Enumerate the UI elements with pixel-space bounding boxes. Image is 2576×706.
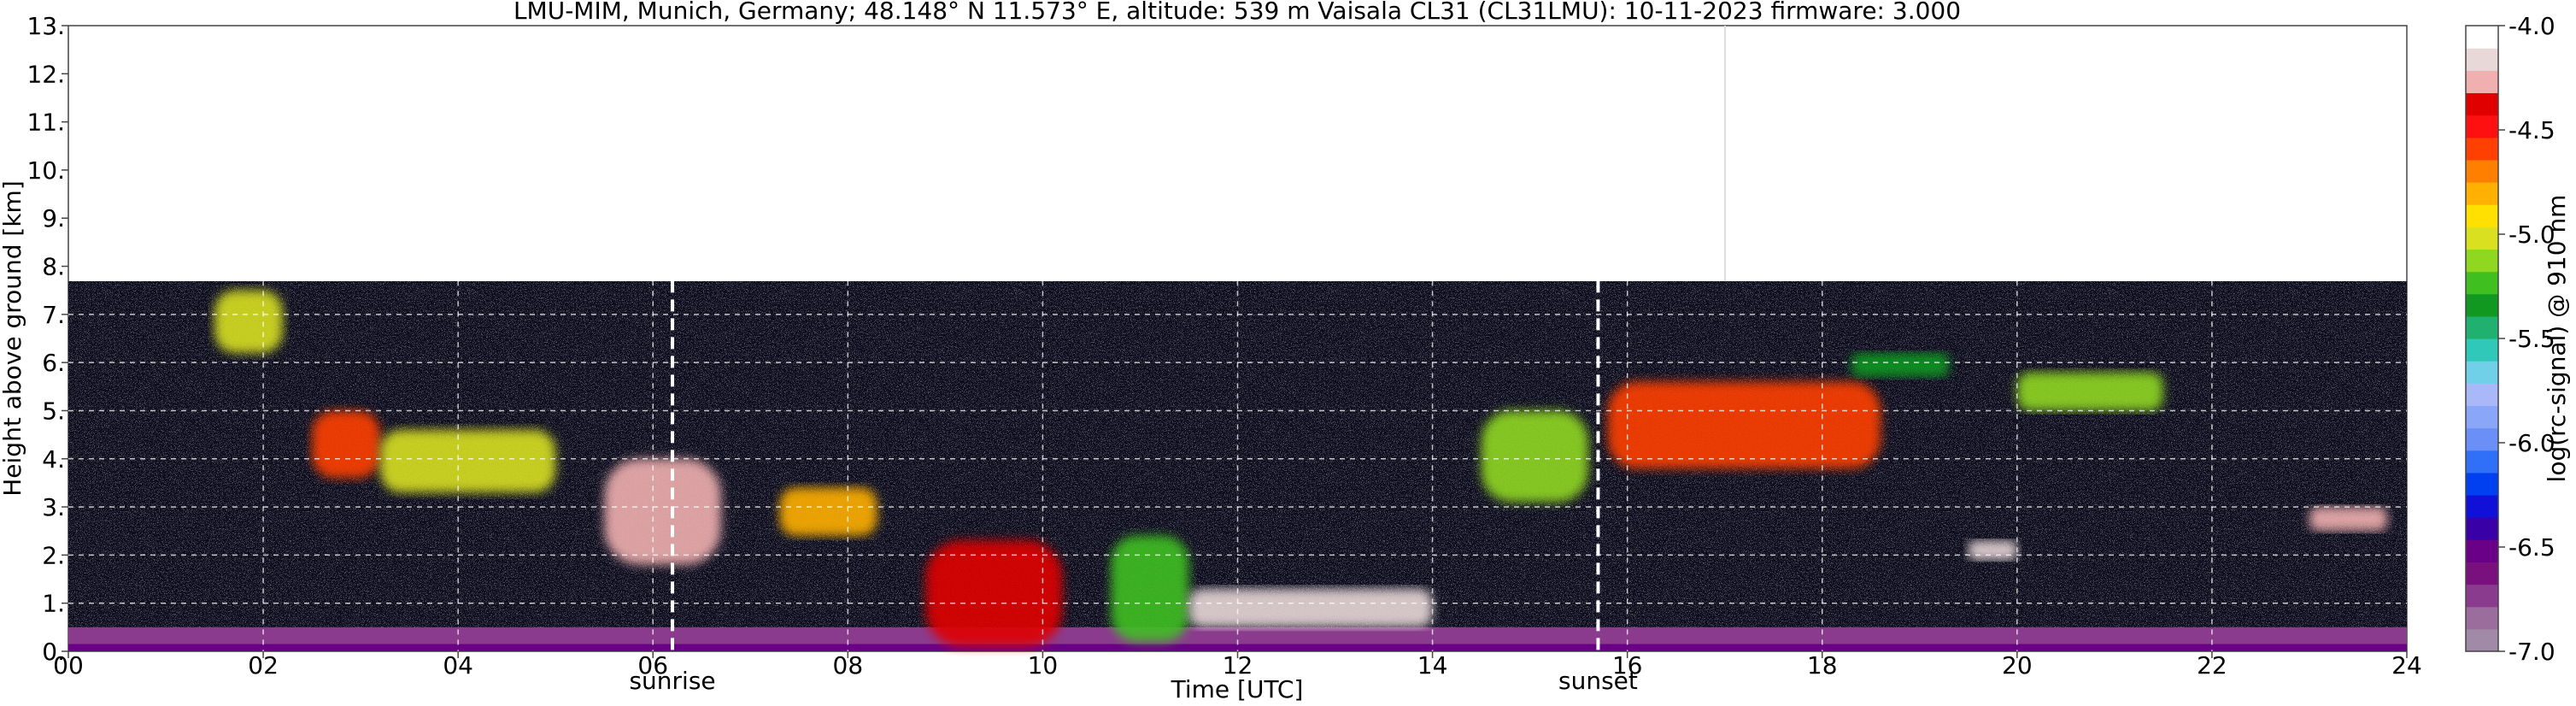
colorbar-segment bbox=[2466, 427, 2498, 451]
backscatter-cell bbox=[379, 429, 556, 493]
colorbar-segment bbox=[2466, 539, 2498, 563]
y-tick-label: 2. bbox=[42, 541, 65, 569]
x-tick-label: 12 bbox=[1223, 651, 1253, 680]
colorbar-segment bbox=[2466, 361, 2498, 384]
backscatter-cell bbox=[604, 458, 722, 565]
colorbar-tick-label: -4.5 bbox=[2509, 116, 2555, 144]
y-tick-label: 6. bbox=[42, 349, 65, 377]
x-tick-label: 00 bbox=[53, 651, 84, 680]
grid-lines bbox=[68, 280, 2407, 651]
x-tick-label: 06 bbox=[637, 651, 668, 680]
backscatter-cell bbox=[312, 410, 380, 479]
y-tick-label: 0. bbox=[42, 638, 65, 666]
sun-markers: sunrise sunset bbox=[629, 280, 1638, 695]
colorbar-segment bbox=[2466, 606, 2498, 630]
x-tick-label: 24 bbox=[2391, 651, 2422, 680]
colorbar-tick-label: -5.5 bbox=[2509, 325, 2555, 353]
colorbar-tick-label: -4.0 bbox=[2509, 12, 2555, 40]
colorbar-segment bbox=[2466, 584, 2498, 608]
backscatter-cell bbox=[1111, 535, 1189, 642]
y-tick-label: 13. bbox=[26, 12, 65, 40]
y-tick-label: 8. bbox=[42, 253, 65, 281]
x-tick-label: 10 bbox=[1028, 651, 1059, 680]
colorbar-segment bbox=[2466, 383, 2498, 407]
y-tick-label: 12. bbox=[26, 60, 65, 88]
x-tick-label: 16 bbox=[1612, 651, 1643, 680]
x-tick-label: 04 bbox=[443, 651, 473, 680]
sun-marker-label: sunrise bbox=[629, 667, 715, 695]
y-tick-label: 7. bbox=[42, 301, 65, 329]
colorbar-label: log(rc-signal) @ 910 nm bbox=[2543, 195, 2571, 483]
colorbar-ticks: -7.0 -6.5 -6.0 -5.5 -5.0 -4.5 -4.0 bbox=[2498, 12, 2555, 666]
y-tick-label: 4. bbox=[42, 445, 65, 474]
colorbar-segment bbox=[2466, 26, 2498, 49]
backscatter-cell bbox=[68, 644, 2407, 651]
colorbar-segment bbox=[2466, 628, 2498, 652]
colorbar-segment bbox=[2466, 271, 2498, 295]
colorbar-tick-label: -6.0 bbox=[2509, 429, 2555, 457]
colorbar-segment bbox=[2466, 338, 2498, 362]
y-tick-label: 9. bbox=[42, 204, 65, 232]
colorbar-tick-label: -6.5 bbox=[2509, 533, 2555, 562]
colorbar-segment bbox=[2466, 562, 2498, 585]
x-tick-label: 22 bbox=[2197, 651, 2227, 680]
colorbar-segment bbox=[2466, 293, 2498, 317]
x-tick-label: 14 bbox=[1417, 651, 1448, 680]
colorbar-segment bbox=[2466, 227, 2498, 250]
colorbar-segment bbox=[2466, 315, 2498, 339]
colorbar-segment bbox=[2466, 517, 2498, 540]
y-tick-label: 1. bbox=[42, 590, 65, 618]
y-axis-label: Height above ground [km] bbox=[0, 180, 26, 497]
backscatter-cell bbox=[1851, 352, 1950, 378]
colorbar-segment bbox=[2466, 92, 2498, 116]
backscatter-cell bbox=[2016, 372, 2163, 411]
y-tick-label: 11. bbox=[26, 109, 65, 137]
x-tick-label: 02 bbox=[248, 651, 279, 680]
chart-title: LMU-MIM, Munich, Germany; 48.148° N 11.5… bbox=[513, 0, 1961, 25]
colorbar-segment bbox=[2466, 249, 2498, 273]
backscatter-cell bbox=[1607, 381, 1881, 469]
x-tick-label: 18 bbox=[1807, 651, 1838, 680]
colorbar-segment bbox=[2466, 182, 2498, 205]
y-axis-ticks: 0. 1. 2. 3. 4. 5. 6. 7. 8. 9. 10. 11. 12. 13. bbox=[26, 12, 68, 666]
colorbar-segment bbox=[2466, 159, 2498, 183]
backscatter-cell bbox=[1481, 410, 1589, 503]
backscatter-cell bbox=[925, 540, 1063, 647]
colorbar-tick-label: -5.0 bbox=[2509, 221, 2555, 249]
colorbar-segment bbox=[2466, 137, 2498, 161]
colorbar-segment bbox=[2466, 204, 2498, 227]
colorbar bbox=[2465, 25, 2499, 652]
x-axis-ticks: 00 02 04 06 08 10 12 14 16 18 20 22 24 bbox=[53, 651, 2422, 680]
x-tick-label: 20 bbox=[2002, 651, 2033, 680]
backscatter-cell bbox=[779, 487, 877, 536]
x-axis-label: Time [UTC] bbox=[1171, 675, 1304, 703]
colorbar-segment bbox=[2466, 115, 2498, 138]
colorbar-segment bbox=[2466, 472, 2498, 496]
backscatter-cell bbox=[214, 290, 283, 353]
colorbar-segment bbox=[2466, 405, 2498, 429]
colorbar-segment bbox=[2466, 48, 2498, 71]
backscatter-cell bbox=[2309, 507, 2388, 532]
y-tick-label: 3. bbox=[42, 493, 65, 521]
colorbar-tick-label: -7.0 bbox=[2509, 638, 2555, 666]
colorbar-segment bbox=[2466, 70, 2498, 94]
backscatter-cell bbox=[1968, 540, 2017, 561]
backscatter-cell bbox=[1188, 588, 1433, 627]
sun-marker-label: sunset bbox=[1558, 667, 1638, 695]
x-tick-label: 08 bbox=[833, 651, 864, 680]
y-tick-label: 10. bbox=[26, 156, 65, 185]
colorbar-segment bbox=[2466, 495, 2498, 518]
y-tick-label: 5. bbox=[42, 397, 65, 425]
colorbar-segment bbox=[2466, 450, 2498, 474]
